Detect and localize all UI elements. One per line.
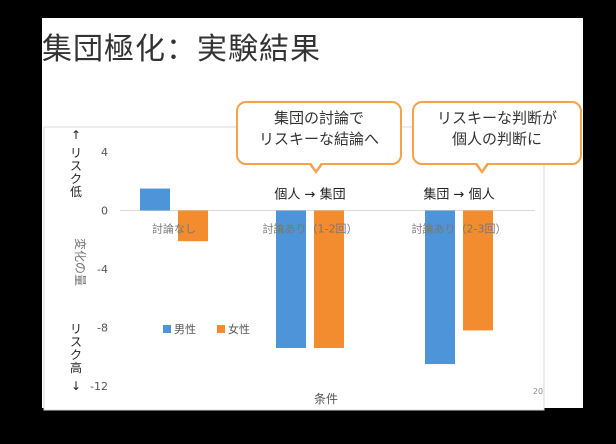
y-tick-label: -8	[97, 322, 108, 335]
bar-female	[314, 210, 344, 348]
x-axis-label: 条件	[314, 392, 338, 406]
bar-male	[276, 210, 306, 348]
risk-low-label-char: ス	[70, 159, 82, 173]
risk-high-label-char: 高	[70, 360, 82, 375]
risk-high-label-char: ク	[70, 348, 82, 362]
y-tick-label: 4	[101, 146, 108, 159]
risk-high-label-char: ス	[70, 335, 82, 349]
risk-low-label-char: ↑	[71, 128, 81, 142]
group-annotation: 個人 → 集団	[274, 187, 345, 203]
slide-title: 集団極化：実験結果	[42, 32, 321, 67]
bar-female	[178, 210, 208, 242]
legend-label: 女性	[228, 322, 250, 336]
legend-swatch	[217, 325, 225, 333]
group-annotation: 集団 → 個人	[423, 187, 494, 203]
category-label: 討論あり（1-2回）	[263, 222, 358, 236]
bar-male	[425, 210, 455, 365]
category-label: 討論なし	[152, 222, 196, 236]
y-axis-label: 変化の量	[73, 238, 88, 286]
legend-swatch	[163, 325, 171, 333]
callout-text: 集団の討論で リスキーな結論へ	[258, 109, 379, 148]
risk-low-label-char: リ	[70, 146, 82, 160]
callout-tail	[308, 161, 324, 174]
callout-text: リスキーな判断が 個人の判断に	[436, 109, 557, 148]
callout-tail	[474, 161, 490, 174]
callout-group-to-risky: 集団の討論で リスキーな結論へ	[236, 101, 402, 174]
legend-label: 男性	[174, 322, 196, 336]
bar-male	[140, 188, 170, 211]
bar-female	[463, 210, 493, 331]
y-tick-label: -4	[97, 263, 108, 276]
risk-high-label-char: リ	[70, 322, 82, 336]
category-label: 討論あり（2-3回）	[412, 222, 507, 236]
y-tick-label: -12	[90, 380, 108, 393]
y-tick-label: 0	[101, 205, 108, 218]
callout-risky-to-individual: リスキーな判断が 個人の判断に	[412, 101, 582, 174]
page-number: 20	[533, 387, 543, 396]
risk-low-label-char: ク	[70, 172, 82, 186]
risk-low-label-char: 低	[70, 185, 82, 199]
risk-high-label-char: ↓	[71, 379, 81, 393]
